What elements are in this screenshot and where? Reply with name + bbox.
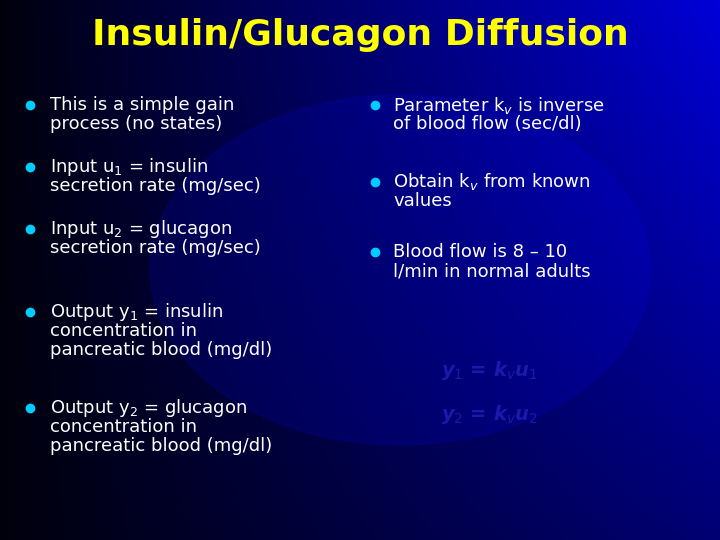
Text: y$_2$ = k$_v$u$_2$: y$_2$ = k$_v$u$_2$ [441, 403, 539, 427]
Text: pancreatic blood (mg/dl): pancreatic blood (mg/dl) [50, 341, 272, 359]
Text: Obtain k$_v$ from known: Obtain k$_v$ from known [393, 172, 590, 192]
Text: Input u$_2$ = glucagon: Input u$_2$ = glucagon [50, 218, 232, 240]
Text: pancreatic blood (mg/dl): pancreatic blood (mg/dl) [50, 437, 272, 455]
Text: l/min in normal adults: l/min in normal adults [393, 262, 590, 280]
Ellipse shape [150, 95, 650, 445]
Text: concentration in: concentration in [50, 418, 197, 436]
Text: concentration in: concentration in [50, 322, 197, 340]
Text: process (no states): process (no states) [50, 115, 222, 133]
Text: secretion rate (mg/sec): secretion rate (mg/sec) [50, 239, 261, 257]
Text: of blood flow (sec/dl): of blood flow (sec/dl) [393, 115, 582, 133]
Text: Output y$_2$ = glucagon: Output y$_2$ = glucagon [50, 397, 247, 419]
Text: This is a simple gain: This is a simple gain [50, 96, 235, 114]
Text: Blood flow is 8 – 10: Blood flow is 8 – 10 [393, 243, 567, 261]
Text: Input u$_1$ = insulin: Input u$_1$ = insulin [50, 156, 208, 178]
Text: Insulin/Glucagon Diffusion: Insulin/Glucagon Diffusion [91, 18, 629, 52]
Text: values: values [393, 192, 451, 210]
Text: secretion rate (mg/sec): secretion rate (mg/sec) [50, 177, 261, 195]
Text: Parameter k$_v$ is inverse: Parameter k$_v$ is inverse [393, 94, 605, 116]
Text: y$_1$ = k$_v$u$_1$: y$_1$ = k$_v$u$_1$ [441, 359, 539, 381]
Text: Output y$_1$ = insulin: Output y$_1$ = insulin [50, 301, 223, 323]
